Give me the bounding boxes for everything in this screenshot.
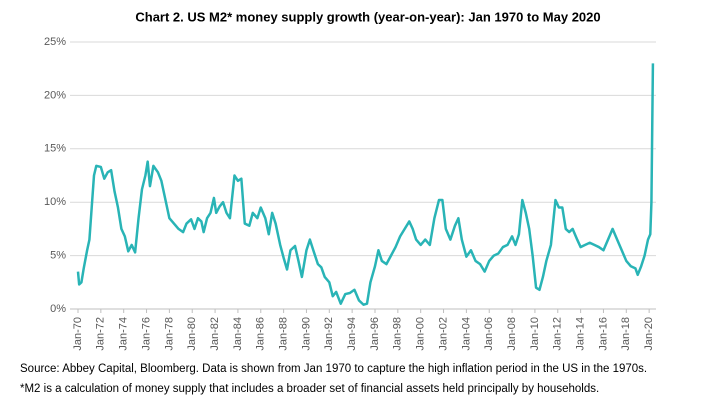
x-tick-label: Jan-88	[278, 317, 290, 351]
x-tick-label: Jan-84	[232, 317, 244, 351]
x-tick-label: Jan-76	[140, 317, 152, 351]
y-tick-label: 5%	[50, 250, 66, 262]
y-tick-label: 20%	[44, 89, 66, 101]
x-tick-label: Jan-74	[118, 317, 130, 351]
x-tick-label: Jan-06	[483, 317, 495, 351]
y-tick-label: 15%	[44, 143, 66, 155]
x-tick-label: Jan-72	[95, 317, 107, 351]
x-tick-label: Jan-14	[575, 317, 587, 351]
x-tick-label: Jan-16	[597, 317, 609, 351]
y-tick-label: 0%	[50, 303, 66, 315]
x-tick-label: Jan-82	[209, 317, 221, 351]
footnote: *M2 is a calculation of money supply tha…	[20, 383, 599, 395]
data-line	[76, 63, 655, 306]
x-tick-label: Jan-12	[552, 317, 564, 351]
x-tick-label: Jan-20	[643, 317, 655, 351]
x-tick-label: Jan-96	[369, 317, 381, 351]
x-tick-label: Jan-70	[72, 317, 84, 351]
x-tick-label: Jan-78	[163, 317, 175, 351]
y-tick-label: 10%	[44, 196, 66, 208]
x-tick-label: Jan-02	[437, 317, 449, 351]
x-tick-label: Jan-98	[392, 317, 404, 351]
x-tick-label: Jan-90	[300, 317, 312, 351]
x-tick-label: Jan-00	[415, 317, 427, 351]
y-tick-label: 25%	[44, 36, 66, 48]
x-tick-label: Jan-92	[323, 317, 335, 351]
x-tick-label: Jan-80	[186, 317, 198, 351]
x-tick-label: Jan-94	[346, 317, 358, 351]
x-tick-label: Jan-04	[460, 317, 472, 351]
x-tick-label: Jan-08	[506, 317, 518, 351]
x-tick-label: Jan-86	[255, 317, 267, 351]
chart-title: Chart 2. US M2* money supply growth (yea…	[135, 9, 600, 24]
source-note: Source: Abbey Capital, Bloomberg. Data i…	[20, 363, 647, 375]
x-tick-label: Jan-10	[529, 317, 541, 351]
x-tick-label: Jan-18	[620, 317, 632, 351]
